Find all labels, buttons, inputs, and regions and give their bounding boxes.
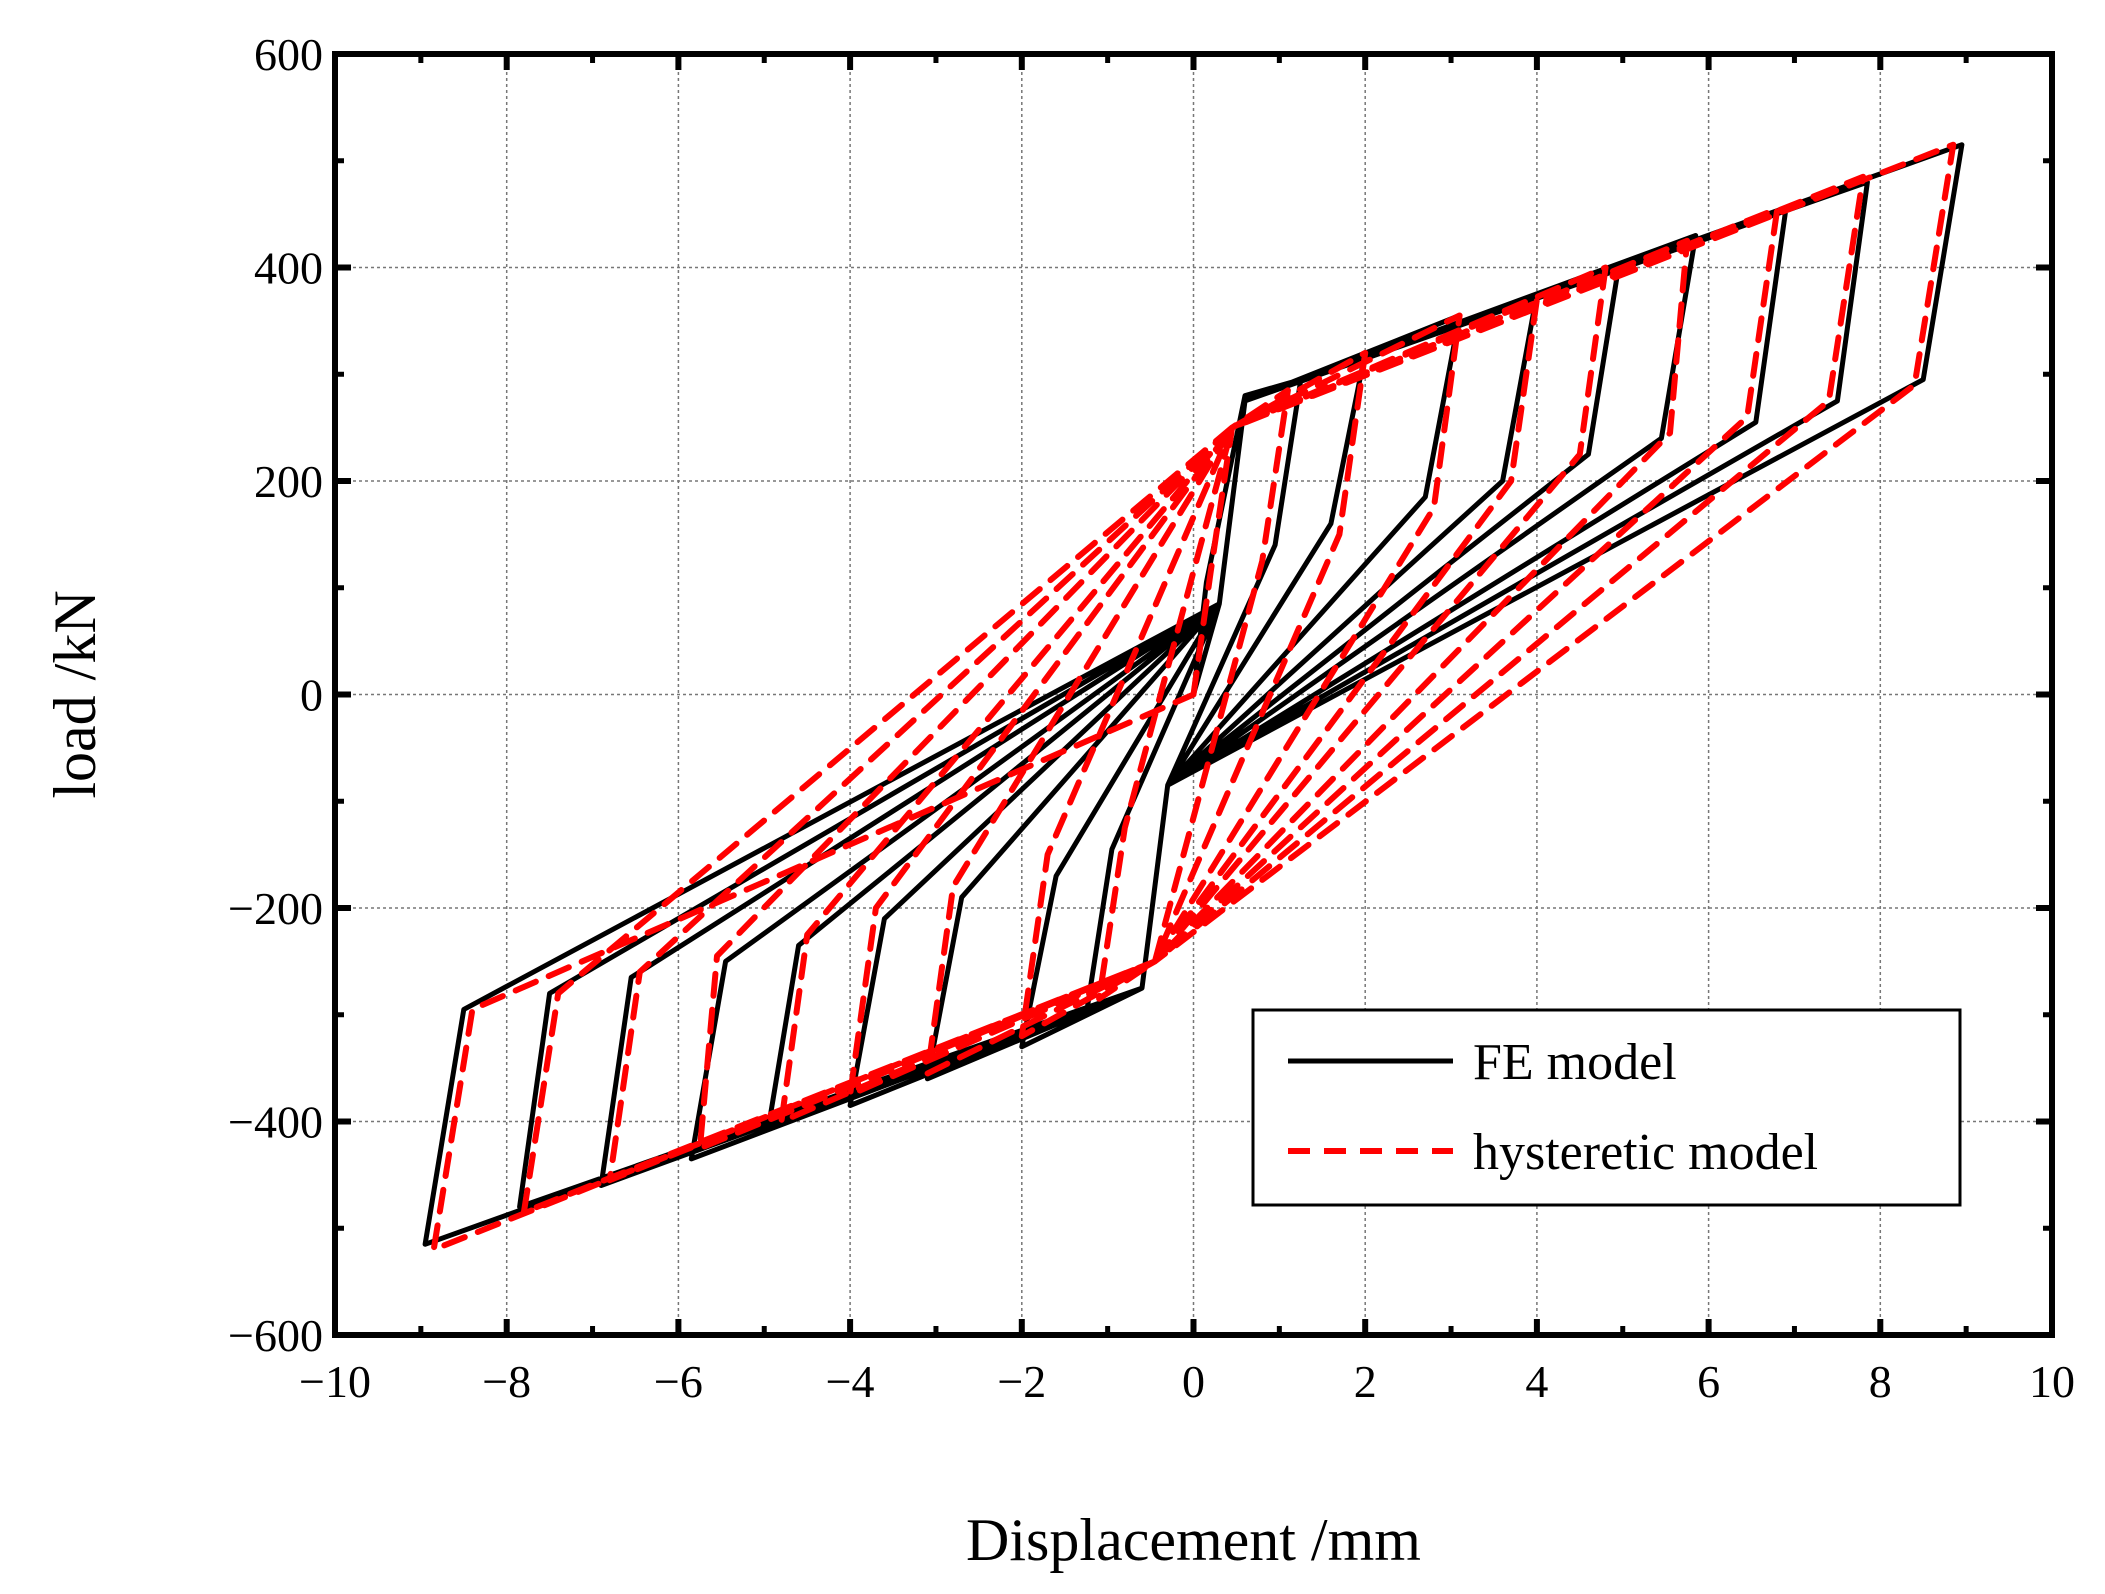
x-tick-label: 6 bbox=[1697, 1356, 1720, 1407]
x-tick-label: 0 bbox=[1182, 1356, 1205, 1407]
legend-label-hysteretic-model: hysteretic model bbox=[1473, 1124, 1818, 1181]
x-tick-label: 4 bbox=[1525, 1356, 1548, 1407]
y-tick-label: 400 bbox=[254, 243, 323, 294]
legend-box bbox=[1251, 1008, 1962, 1207]
x-tick-label: −10 bbox=[299, 1356, 371, 1407]
x-tick-label: −2 bbox=[997, 1356, 1046, 1407]
ticks bbox=[332, 51, 2055, 1338]
x-tick-label: −4 bbox=[826, 1356, 875, 1407]
series-layer bbox=[422, 141, 1965, 1253]
legend-label-fe-model: FE model bbox=[1473, 1034, 1677, 1091]
series-line-hysteretic-model bbox=[430, 141, 1957, 1253]
y-tick-label: 0 bbox=[300, 670, 323, 721]
tick-labels: −10 −8 −6 −4 −2 0 2 4 6 8 10 −600 −400 −200 0 200 400 600 bbox=[228, 29, 2075, 1407]
x-tick-label: 2 bbox=[1354, 1356, 1377, 1407]
legend: FE model hysteretic model bbox=[1251, 1008, 1962, 1207]
y-tick-label: −200 bbox=[228, 883, 323, 934]
x-tick-label: 8 bbox=[1869, 1356, 1892, 1407]
x-axis-title: Displacement /mm bbox=[966, 1507, 1421, 1573]
y-tick-label: −400 bbox=[228, 1097, 323, 1148]
y-tick-label: 600 bbox=[254, 29, 323, 80]
series-line-fe-model bbox=[422, 142, 1965, 1247]
x-tick-label: −8 bbox=[482, 1356, 531, 1407]
y-tick-label: −600 bbox=[228, 1310, 323, 1361]
x-tick-label: −6 bbox=[654, 1356, 703, 1407]
y-tick-label: 200 bbox=[254, 456, 323, 507]
y-axis-title: load /kN bbox=[42, 590, 108, 798]
x-tick-label: 10 bbox=[2029, 1356, 2075, 1407]
